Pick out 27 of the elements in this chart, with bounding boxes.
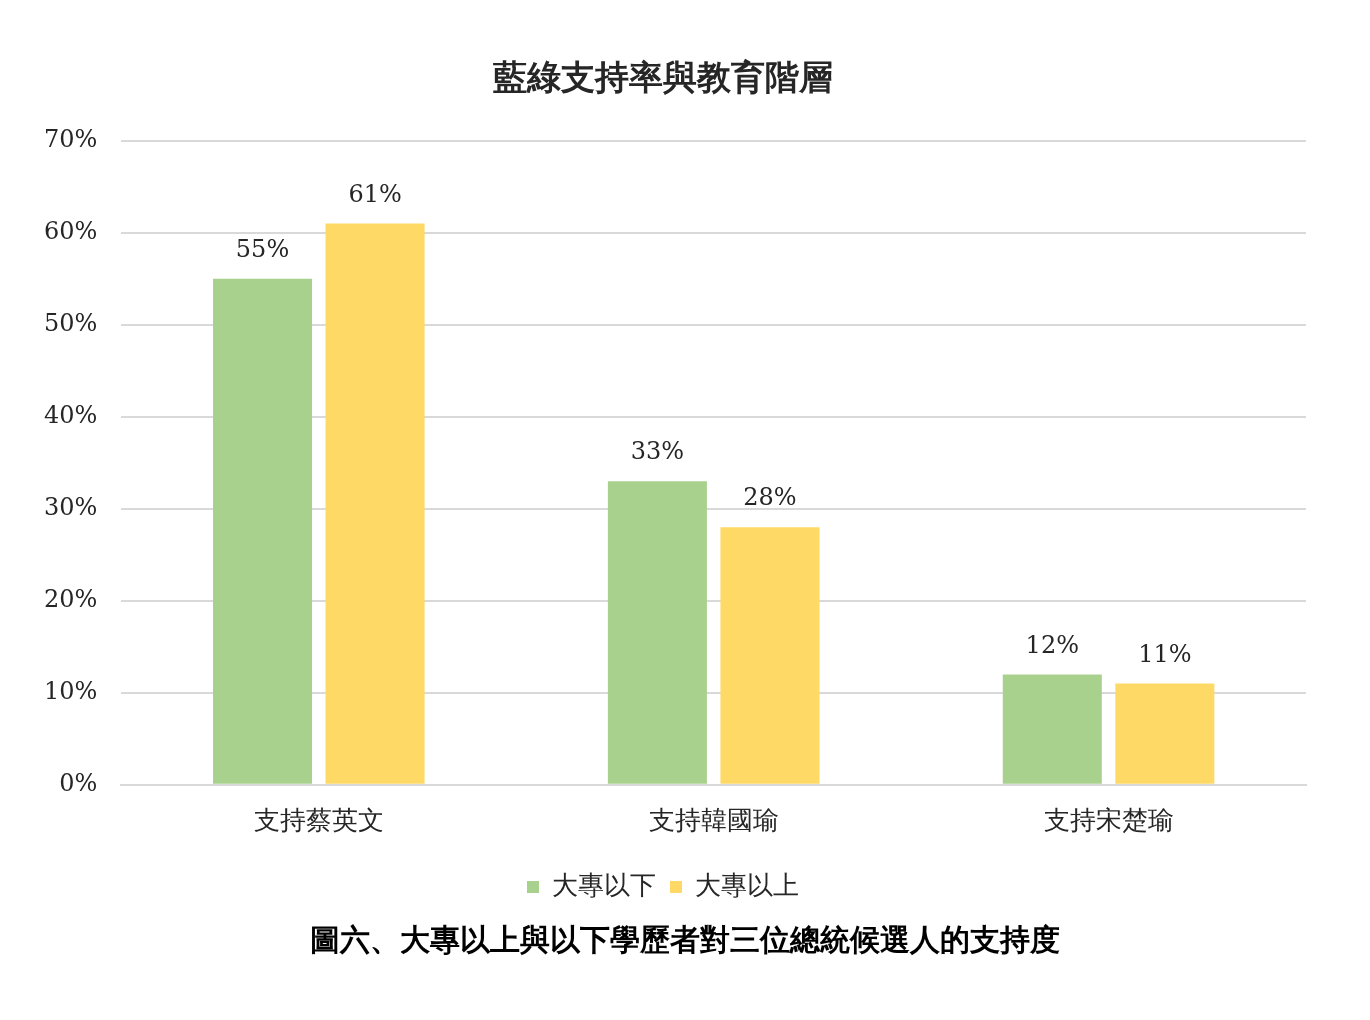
y-tick-label: 20% xyxy=(44,585,98,614)
data-label: 28% xyxy=(743,483,797,512)
x-tick-label: 支持韓國瑜 xyxy=(648,805,779,836)
bar xyxy=(213,278,313,784)
bar xyxy=(325,223,425,784)
x-tick-label: 支持宋楚瑜 xyxy=(1043,805,1174,836)
bar xyxy=(1115,683,1215,784)
chart-title: 藍綠支持率與教育階層 xyxy=(493,57,833,98)
x-tick-label: 支持蔡英文 xyxy=(253,805,384,836)
text: 圖六、大專以上與以下學歷者對三位總統候選人的支持度 xyxy=(309,921,1061,959)
y-tick-label: 0% xyxy=(59,769,98,798)
legend-label: 大專以上 xyxy=(695,869,799,900)
y-tick-label: 70% xyxy=(44,125,98,154)
y-tick-label: 30% xyxy=(44,493,98,522)
data-label: 61% xyxy=(348,179,402,208)
bar xyxy=(720,527,820,784)
bar xyxy=(607,481,707,784)
bar xyxy=(1002,674,1102,784)
data-label: 55% xyxy=(235,235,290,264)
y-tick-label: 40% xyxy=(44,401,98,430)
data-label: 33% xyxy=(630,437,685,466)
y-tick-label: 10% xyxy=(44,677,98,706)
y-tick-label: 60% xyxy=(44,217,98,246)
data-label: 12% xyxy=(1025,630,1079,659)
legend-label: 大專以下 xyxy=(552,869,656,900)
y-tick-label: 50% xyxy=(44,309,98,338)
data-label: 11% xyxy=(1138,639,1192,668)
